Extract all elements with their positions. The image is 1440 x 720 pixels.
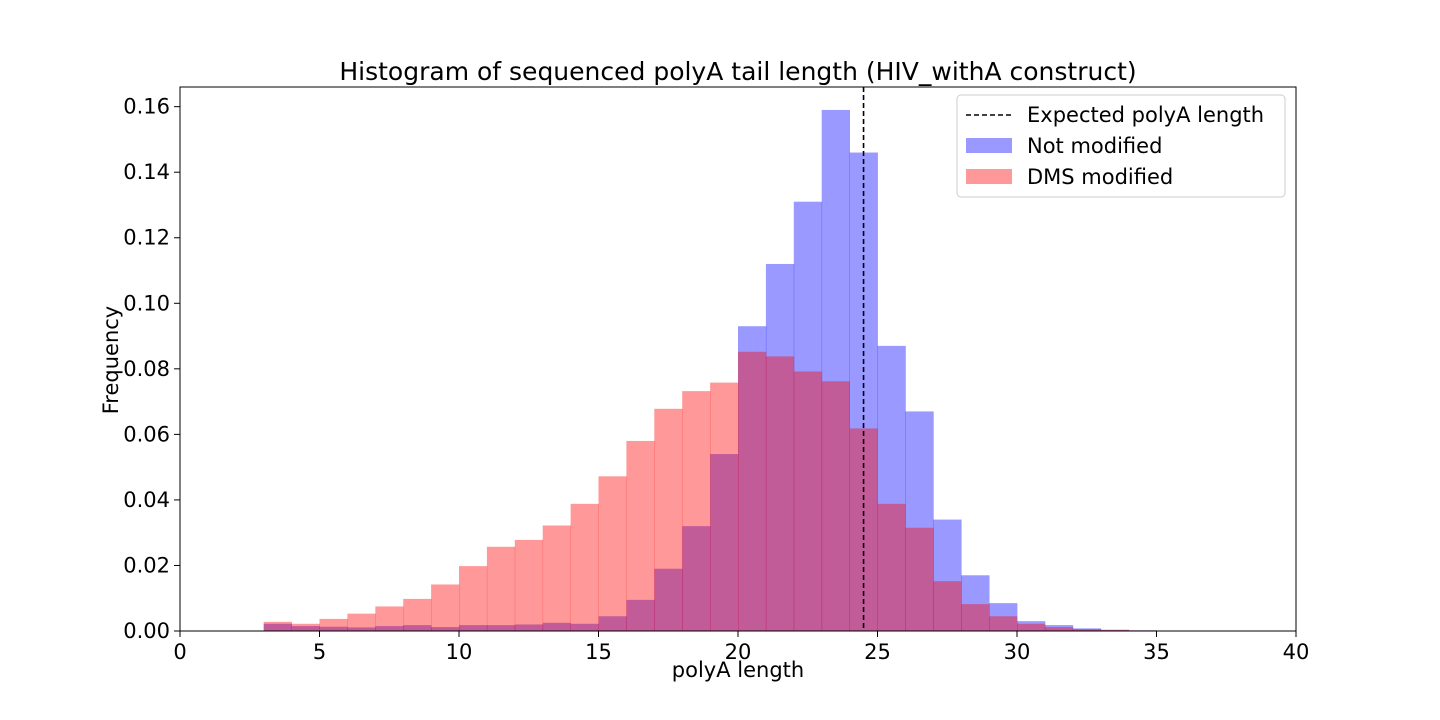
x-axis-label: polyA length — [672, 658, 804, 682]
histogram-bars — [263, 109, 1157, 632]
y-axis: 0.00 0.02 0.04 0.06 0.08 0.10 0.12 0.14 0.16 — [123, 95, 180, 643]
bar-dms-modified-20 — [738, 351, 767, 631]
y-tick-label: 0.10 — [123, 291, 170, 315]
bar-not-modified-31 — [1044, 625, 1074, 631]
bar-dms-modified-29 — [989, 616, 1018, 631]
x-tick-label: 5 — [313, 640, 326, 664]
bar-not-modified-15 — [598, 616, 627, 631]
y-tick-label: 0.06 — [123, 422, 170, 446]
bar-dms-modified-21 — [765, 356, 795, 631]
bar-not-modified-6 — [347, 627, 376, 631]
y-tick-label: 0.00 — [123, 619, 170, 643]
bar-dms-modified-4 — [291, 623, 320, 631]
bar-not-modified-17 — [654, 568, 683, 631]
x-tick-label: 30 — [1004, 640, 1031, 664]
y-tick-label: 0.04 — [123, 488, 170, 512]
bar-dms-modified-28 — [961, 604, 990, 631]
bar-dms-modified-9 — [431, 584, 460, 631]
y-tick-label: 0.12 — [123, 226, 170, 250]
legend: Expected polyA length Not modified DMS m… — [956, 94, 1286, 198]
legend-box — [956, 94, 1286, 198]
bar-not-modified-29 — [989, 603, 1018, 631]
x-tick-label: 0 — [173, 640, 186, 664]
bar-dms-modified-3 — [263, 621, 292, 631]
series-not-modified — [263, 109, 1157, 632]
bar-dms-modified-10 — [459, 566, 488, 631]
bar-not-modified-21 — [765, 263, 795, 631]
bar-not-modified-10 — [459, 625, 488, 631]
bar-dms-modified-22 — [793, 371, 823, 631]
x-tick-label: 20 — [725, 640, 752, 664]
bar-not-modified-8 — [403, 625, 432, 631]
bar-not-modified-28 — [961, 575, 990, 631]
bar-not-modified-13 — [542, 622, 571, 631]
bar-dms-modified-14 — [570, 503, 599, 631]
bar-not-modified-4 — [291, 626, 320, 631]
bar-dms-modified-5 — [319, 618, 348, 631]
bar-not-modified-19 — [710, 454, 739, 631]
bar-dms-modified-27 — [933, 581, 962, 631]
bar-not-modified-30 — [1017, 621, 1046, 631]
bar-not-modified-23 — [821, 109, 850, 631]
bar-dms-modified-13 — [542, 525, 571, 631]
bar-not-modified-9 — [431, 627, 460, 631]
y-tick-label: 0.14 — [123, 160, 170, 184]
x-tick-label: 40 — [1283, 640, 1310, 664]
legend-label-expected-polya-length: Expected polyA length — [1027, 103, 1264, 127]
y-tick-label: 0.08 — [123, 357, 170, 381]
y-tick-label: 0.16 — [123, 95, 170, 119]
bar-not-modified-7 — [375, 626, 404, 631]
bar-not-modified-25 — [877, 345, 906, 631]
bar-dms-modified-18 — [682, 391, 711, 631]
bar-not-modified-26 — [905, 411, 934, 631]
y-axis-label: Frequency — [99, 306, 123, 415]
bar-not-modified-32 — [1072, 628, 1102, 631]
bar-not-modified-12 — [514, 624, 544, 631]
x-tick-label: 10 — [446, 640, 473, 664]
legend-swatch-dms-modified — [966, 169, 1012, 184]
legend-label-dms-modified: DMS modified — [1027, 165, 1173, 189]
y-tick-label: 0.02 — [123, 553, 170, 577]
x-tick-label: 15 — [585, 640, 612, 664]
x-tick-label: 35 — [1143, 640, 1170, 664]
bar-not-modified-27 — [933, 519, 962, 631]
bar-dms-modified-32 — [1072, 629, 1102, 631]
series-dms-modified — [263, 351, 1157, 631]
bar-dms-modified-17 — [654, 408, 683, 631]
bar-dms-modified-12 — [514, 539, 544, 631]
bar-not-modified-3 — [263, 623, 292, 631]
bar-dms-modified-30 — [1017, 623, 1046, 631]
bar-not-modified-5 — [319, 626, 348, 631]
bar-dms-modified-11 — [486, 546, 516, 631]
bar-dms-modified-23 — [821, 381, 850, 631]
bar-dms-modified-19 — [710, 382, 739, 631]
x-tick-label: 25 — [864, 640, 891, 664]
legend-label-not-modified: Not modified — [1027, 134, 1162, 158]
bar-not-modified-14 — [570, 623, 599, 631]
bar-not-modified-20 — [738, 326, 767, 631]
legend-swatch-not-modified — [966, 138, 1012, 153]
bar-not-modified-11 — [486, 625, 516, 631]
bar-not-modified-22 — [793, 201, 823, 631]
bar-not-modified-16 — [626, 599, 655, 631]
bar-dms-modified-6 — [347, 613, 376, 631]
bar-dms-modified-7 — [375, 606, 404, 631]
bar-dms-modified-31 — [1044, 627, 1074, 631]
bar-dms-modified-8 — [403, 598, 432, 631]
x-axis: 0 5 10 15 20 25 30 35 40 — [173, 631, 1309, 664]
bar-dms-modified-25 — [877, 503, 906, 631]
bar-not-modified-33 — [1100, 629, 1129, 631]
bar-dms-modified-26 — [905, 527, 934, 631]
bar-dms-modified-15 — [598, 476, 627, 631]
chart-title: Histogram of sequenced polyA tail length… — [339, 57, 1136, 86]
bar-dms-modified-16 — [626, 440, 655, 631]
bar-not-modified-18 — [682, 526, 711, 631]
